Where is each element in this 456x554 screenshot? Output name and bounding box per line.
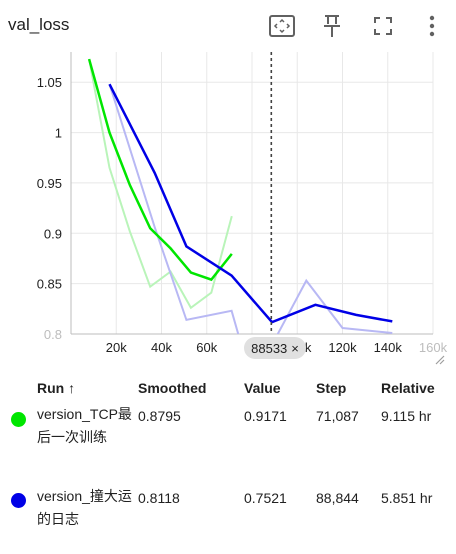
chart-title: val_loss (8, 15, 70, 34)
more-vert-icon (429, 15, 435, 37)
relative-time: 5.851 hr (381, 490, 433, 506)
x-tick-label: 20k (106, 340, 127, 355)
series-raw-line (88, 58, 233, 310)
y-tick-label: 1.05 (37, 75, 62, 90)
y-tick-label: 1 (55, 126, 62, 141)
col-header-run[interactable]: Run ↑ (37, 380, 76, 396)
pin-button[interactable] (318, 12, 346, 40)
series-smoothed-line (108, 83, 393, 324)
line-chart[interactable]: 1.0510.950.90.850.820k40k60k80k100k120k1… (0, 52, 456, 370)
hover-step-badge[interactable]: 88533 × (244, 337, 306, 359)
smoothed-value: 0.8118 (138, 490, 180, 506)
close-icon[interactable]: × (291, 340, 299, 356)
series-raw-line (108, 83, 393, 334)
x-tick-label: 40k (151, 340, 172, 355)
pin-icon (324, 15, 340, 37)
y-tick-label: 0.95 (37, 176, 62, 191)
col-header-relative[interactable]: Relative (381, 380, 435, 396)
x-tick-label: 60k (196, 340, 217, 355)
step-value: 71,087 (316, 408, 359, 424)
raw-value: 0.7521 (244, 490, 287, 506)
run-name: version_TCP最后一次训练 (37, 406, 132, 445)
y-tick-label: 0.9 (44, 226, 62, 241)
run-name: version_撞大运的日志 (37, 488, 132, 527)
run-color-swatch (11, 412, 26, 427)
x-tick-label: 140k (374, 340, 403, 355)
fullscreen-icon (374, 17, 392, 35)
fit-domain-icon (269, 15, 295, 37)
raw-value: 0.9171 (244, 408, 287, 424)
smoothed-value: 0.8795 (138, 408, 181, 424)
y-tick-label: 0.85 (37, 277, 62, 292)
y-tick-label: 0.8 (44, 327, 62, 342)
col-header-step[interactable]: Step (316, 380, 347, 396)
resize-handle-icon (435, 355, 445, 365)
x-tick-label: 120k (328, 340, 357, 355)
more-options-button[interactable] (418, 12, 446, 40)
col-header-value[interactable]: Value (244, 380, 281, 396)
fullscreen-button[interactable] (369, 12, 397, 40)
fit-domain-button[interactable] (268, 12, 296, 40)
series-smoothed-line (87, 58, 233, 282)
col-header-smoothed[interactable]: Smoothed (138, 380, 207, 396)
relative-time: 9.115 hr (381, 408, 432, 424)
hover-step-value: 88533 (251, 340, 288, 356)
card-header: val_loss (0, 0, 456, 52)
run-color-swatch (11, 493, 26, 508)
step-value: 88,844 (316, 490, 359, 506)
x-tick-label: 160k (419, 340, 448, 355)
